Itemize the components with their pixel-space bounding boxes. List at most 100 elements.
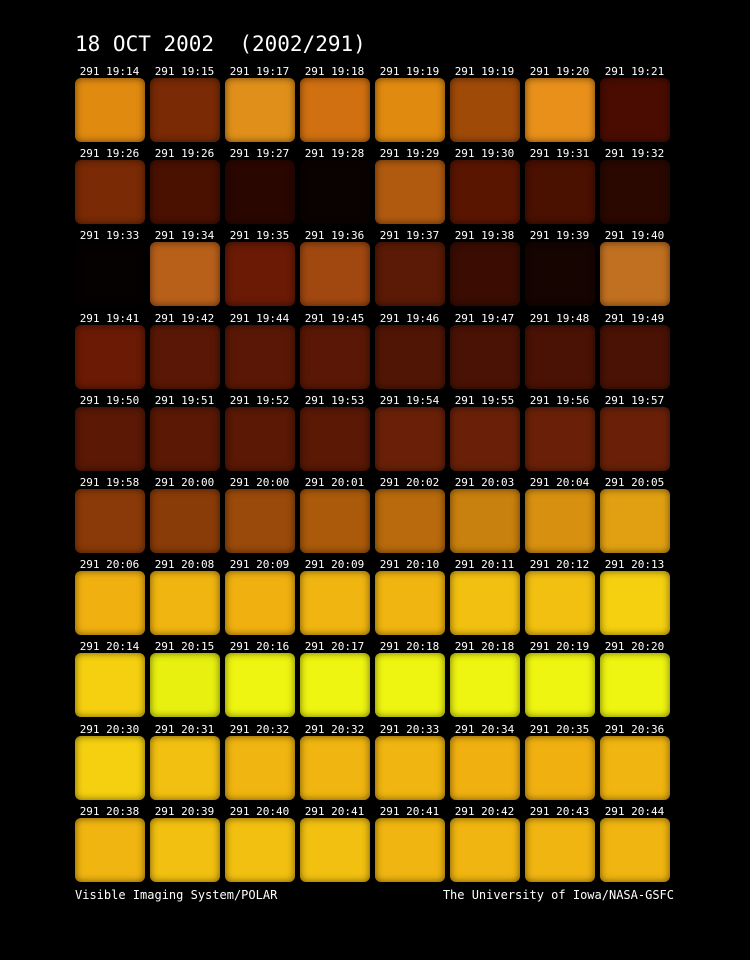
time-label: 291 19:21 xyxy=(604,65,665,78)
time-label: 291 19:55 xyxy=(454,393,515,407)
footer-right: The University of Iowa/NASA-GSFC xyxy=(442,888,674,902)
image-tile xyxy=(225,571,295,636)
image-tile xyxy=(75,817,145,882)
image-tile xyxy=(225,653,295,718)
time-label: 291 20:08 xyxy=(154,558,215,572)
time-label: 291 20:43 xyxy=(529,804,590,818)
image-tile xyxy=(600,78,670,142)
image-tile xyxy=(225,817,295,882)
time-label: 291 20:00 xyxy=(229,476,290,489)
image-tile xyxy=(525,653,595,718)
time-label: 291 19:20 xyxy=(529,65,590,78)
time-label: 291 20:01 xyxy=(304,476,365,489)
time-label: 291 20:18 xyxy=(379,640,440,654)
image-tile xyxy=(150,653,220,718)
image-tile xyxy=(375,406,445,471)
time-label: 291 19:26 xyxy=(154,147,215,161)
image-tile xyxy=(375,489,445,553)
time-label: 291 19:35 xyxy=(229,229,290,243)
time-label: 291 20:13 xyxy=(604,558,665,572)
time-label: 291 20:33 xyxy=(379,722,440,736)
image-tile xyxy=(300,571,370,636)
image-tile xyxy=(450,78,520,142)
time-label: 291 19:18 xyxy=(304,65,365,78)
image-tile xyxy=(75,406,145,471)
time-label: 291 19:49 xyxy=(604,311,665,325)
time-label: 291 20:41 xyxy=(304,804,365,818)
time-label: 291 20:04 xyxy=(529,476,590,489)
time-label: 291 20:38 xyxy=(79,804,140,818)
time-label: 291 19:17 xyxy=(229,65,290,78)
image-tile xyxy=(225,735,295,800)
time-label: 291 20:32 xyxy=(304,722,365,736)
image-tile xyxy=(600,324,670,389)
time-label: 291 20:16 xyxy=(229,640,290,654)
image-tile xyxy=(225,78,295,142)
image-tile xyxy=(600,489,670,553)
time-label: 291 19:57 xyxy=(604,393,665,407)
image-tile xyxy=(75,242,145,307)
time-label: 291 20:15 xyxy=(154,640,215,654)
image-tile xyxy=(75,78,145,142)
image-tile xyxy=(300,78,370,142)
time-label: 291 19:37 xyxy=(379,229,440,243)
image-tile xyxy=(525,78,595,142)
time-label: 291 19:44 xyxy=(229,311,290,325)
image-tile xyxy=(375,242,445,307)
time-label: 291 20:32 xyxy=(229,722,290,736)
time-label: 291 20:20 xyxy=(604,640,665,654)
image-tile xyxy=(225,160,295,225)
time-label: 291 19:46 xyxy=(379,311,440,325)
image-tile xyxy=(375,324,445,389)
time-label: 291 19:27 xyxy=(229,147,290,161)
time-label: 291 19:33 xyxy=(79,229,140,243)
image-tile xyxy=(150,324,220,389)
image-tile xyxy=(300,489,370,553)
time-label: 291 20:35 xyxy=(529,722,590,736)
time-label: 291 20:39 xyxy=(154,804,215,818)
time-label: 291 19:14 xyxy=(79,65,140,78)
image-tile xyxy=(450,571,520,636)
image-tile xyxy=(150,406,220,471)
time-label: 291 19:47 xyxy=(454,311,515,325)
time-label: 291 19:34 xyxy=(154,229,215,243)
image-tile xyxy=(225,242,295,307)
image-tile xyxy=(600,242,670,307)
time-label: 291 19:38 xyxy=(454,229,515,243)
image-tile xyxy=(525,324,595,389)
image-tile xyxy=(150,817,220,882)
time-label: 291 19:19 xyxy=(379,65,440,78)
image-tile xyxy=(600,735,670,800)
image-tile xyxy=(225,324,295,389)
time-label: 291 19:51 xyxy=(154,393,215,407)
image-tile xyxy=(150,242,220,307)
time-label: 291 20:03 xyxy=(454,476,515,489)
time-label: 291 20:19 xyxy=(529,640,590,654)
time-label: 291 20:44 xyxy=(604,804,665,818)
image-tile xyxy=(450,160,520,225)
time-label: 291 20:10 xyxy=(379,558,440,572)
time-label: 291 19:15 xyxy=(154,65,215,78)
image-tile xyxy=(75,324,145,389)
time-label: 291 19:30 xyxy=(454,147,515,161)
image-tile xyxy=(375,78,445,142)
time-label: 291 20:30 xyxy=(79,722,140,736)
time-label: 291 20:42 xyxy=(454,804,515,818)
time-label: 291 19:39 xyxy=(529,229,590,243)
image-tile xyxy=(75,571,145,636)
title: 18 OCT 2002 (2002/291) xyxy=(75,32,366,56)
image-tile xyxy=(600,406,670,471)
image-tile xyxy=(300,406,370,471)
time-label: 291 20:12 xyxy=(529,558,590,572)
time-label: 291 19:28 xyxy=(304,147,365,161)
image-tile xyxy=(450,817,520,882)
footer-left: Visible Imaging System/POLAR xyxy=(75,888,278,902)
image-tile xyxy=(150,571,220,636)
time-label: 291 20:18 xyxy=(454,640,515,654)
image-tile xyxy=(525,406,595,471)
image-tile xyxy=(450,406,520,471)
time-label: 291 20:02 xyxy=(379,476,440,489)
time-label: 291 20:41 xyxy=(379,804,440,818)
image-tile xyxy=(150,489,220,553)
